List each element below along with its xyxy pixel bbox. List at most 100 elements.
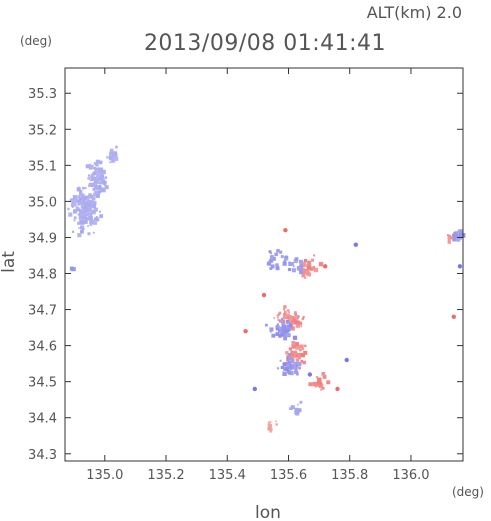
echo-cell — [84, 187, 87, 189]
echo-cell — [72, 203, 77, 207]
x-tick-label: 135.4 — [209, 468, 246, 483]
echo-cell — [279, 326, 282, 330]
echo-cell — [279, 330, 284, 335]
echo-cell — [275, 324, 280, 329]
echo-cell — [80, 225, 84, 230]
echo-cell — [283, 324, 285, 327]
echo-cell — [456, 237, 461, 242]
echo-point — [353, 242, 358, 247]
tick-layer: 135.0 135.2 135.4 135.6 135.8 136.0 34.3 34.4 34… — [28, 68, 463, 483]
echo-cell — [447, 238, 451, 242]
echo-cell — [110, 152, 113, 155]
echo-cell — [283, 308, 285, 311]
echo-cell — [311, 258, 314, 262]
echo-cell — [98, 181, 100, 184]
echo-cell — [287, 267, 292, 272]
echo-cell — [83, 212, 87, 216]
echo-cell — [93, 162, 97, 165]
echo-cell — [293, 362, 297, 366]
echo-cell — [291, 268, 296, 273]
echo-cell — [307, 265, 312, 271]
echo-cell — [298, 356, 301, 360]
echo-cell — [291, 353, 295, 357]
echo-cell — [92, 188, 96, 191]
echo-cell — [101, 188, 106, 193]
y-tick-label: 34.6 — [28, 340, 57, 355]
echo-cell — [296, 266, 301, 271]
echo-cell — [276, 367, 280, 370]
echo-cell — [295, 409, 300, 414]
echo-cell — [310, 267, 314, 271]
echo-cell — [278, 330, 281, 333]
echo-cell — [79, 218, 81, 221]
echo-cell — [291, 406, 294, 409]
echo-point — [252, 386, 257, 392]
echo-point — [261, 292, 267, 298]
echo-cell — [86, 211, 91, 216]
echo-cell — [71, 230, 75, 233]
echo-cell — [75, 207, 80, 212]
echo-cell — [283, 305, 287, 309]
echo-cell — [89, 208, 92, 211]
echo-cell — [284, 367, 289, 372]
echo-cell — [79, 201, 83, 205]
echo-cell — [292, 317, 297, 321]
echo-cell — [269, 327, 274, 332]
echo-cell — [99, 214, 104, 218]
echo-cell — [312, 381, 317, 387]
echo-cell — [279, 319, 283, 323]
echo-cell — [271, 256, 276, 261]
echo-cell — [275, 263, 279, 267]
echo-point — [307, 372, 313, 377]
echo-cell — [73, 209, 77, 213]
echo-cell — [109, 148, 114, 153]
y-axis-label: lat — [0, 251, 19, 273]
echo-cell — [91, 205, 94, 208]
echo-cell — [70, 204, 74, 207]
echo-cell — [317, 377, 322, 382]
echo-cell — [291, 316, 295, 320]
x-tick-label: 135.2 — [147, 468, 184, 483]
echo-cell — [91, 183, 95, 187]
echo-cell — [111, 159, 116, 163]
echo-cell — [268, 260, 270, 262]
echo-cell — [289, 328, 292, 330]
echo-cell — [275, 423, 278, 426]
echo-cell — [295, 411, 300, 416]
echo-cell — [269, 267, 273, 270]
echo-cell — [267, 421, 271, 425]
echo-cell — [295, 258, 298, 261]
echo-cell — [106, 156, 109, 159]
echo-cell — [95, 159, 100, 164]
echo-cell — [301, 317, 305, 321]
echo-point — [457, 264, 463, 269]
echo-cell — [79, 190, 83, 194]
echo-cell — [95, 178, 98, 181]
echo-cell — [277, 316, 279, 319]
echo-cell — [302, 316, 305, 319]
echo-cell — [290, 262, 294, 266]
echo-cell — [115, 145, 118, 149]
echo-cell — [286, 313, 290, 317]
echo-cell — [302, 360, 306, 365]
echo-cell — [299, 270, 304, 275]
echo-cell — [87, 225, 89, 227]
echo-cell — [113, 153, 118, 158]
echo-cell — [87, 177, 91, 180]
echo-cell — [88, 216, 93, 220]
echo-cell — [283, 314, 288, 319]
echo-cell — [73, 219, 76, 222]
echo-cell — [269, 259, 273, 263]
echo-cell — [269, 420, 272, 423]
echo-cell — [449, 236, 453, 240]
echo-cell — [70, 267, 75, 272]
echo-cell — [92, 192, 97, 197]
echo-cell — [288, 356, 293, 360]
echo-cell — [291, 320, 294, 323]
echo-cell — [114, 156, 119, 162]
echo-cell — [67, 207, 70, 211]
echo-cell — [278, 334, 282, 338]
echo-cell — [326, 380, 331, 385]
echo-cell — [93, 185, 99, 190]
echo-cell — [292, 405, 295, 408]
